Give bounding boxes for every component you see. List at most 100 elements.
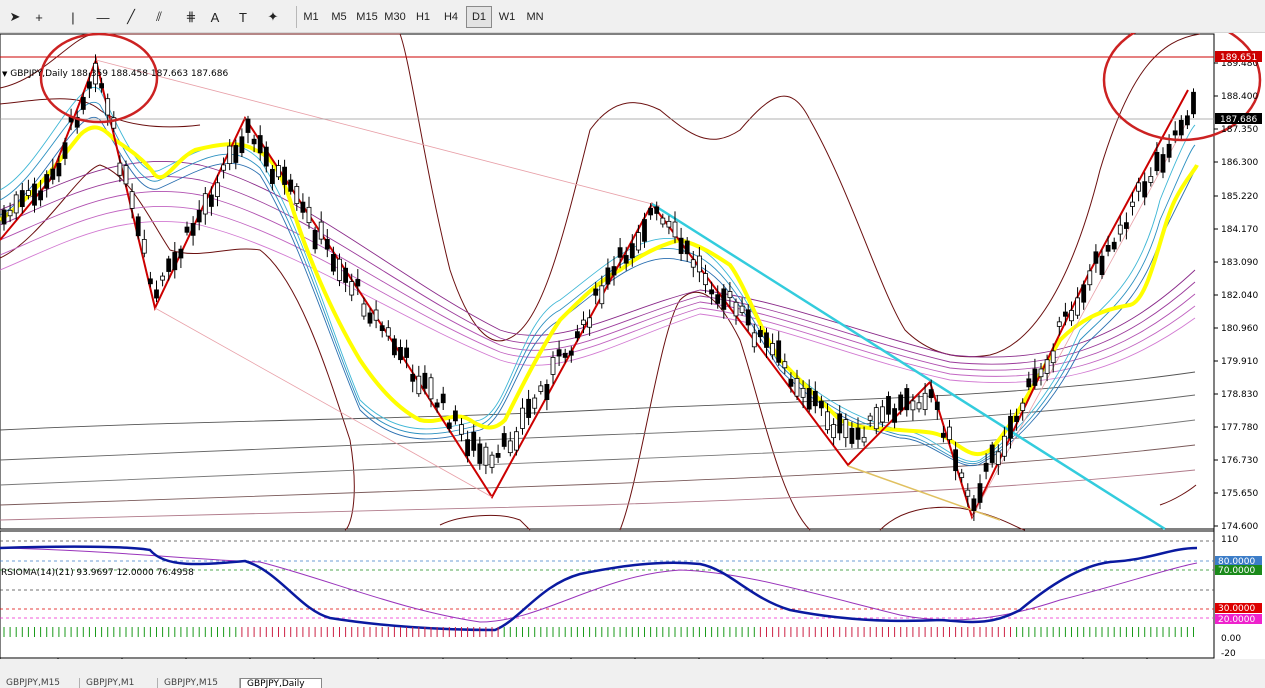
candle (1044, 354, 1050, 382)
candle (300, 193, 306, 220)
candle (379, 321, 385, 338)
candle (971, 495, 977, 521)
candle (93, 54, 98, 93)
trendline (651, 202, 1166, 531)
timeframe-mn[interactable]: MN (526, 11, 544, 23)
candle (843, 413, 849, 448)
symbol-label-text: GBPJPY,Daily 188.359 188.458 187.663 187… (10, 69, 229, 79)
candle (263, 141, 269, 173)
fast-ma-ribbon (0, 87, 1196, 467)
trendline-tool[interactable]: ╱ (127, 9, 135, 24)
candle (995, 444, 1001, 475)
osc-tick-label: 110 (1221, 535, 1238, 545)
candle (459, 417, 464, 442)
osc-level-marker (1215, 565, 1262, 575)
candle (87, 72, 92, 99)
fib-line-tan (847, 465, 1001, 521)
candle (251, 134, 257, 153)
current-price-text: 187.686 (1220, 115, 1257, 125)
crosshair-tool[interactable]: + (35, 9, 43, 25)
candle (318, 211, 324, 245)
horizontal-line-tool[interactable]: — (96, 9, 110, 25)
chart-tabs: GBPJPY,M15 GBPJPY,M1 GBPJPY,M15 GBPJPY,Dail… (0, 678, 1265, 688)
candle (568, 346, 574, 363)
chart-tab[interactable]: GBPJPY,M1 (80, 678, 158, 688)
candle (422, 365, 428, 395)
chart-tab[interactable]: GBPJPY,Daily (240, 678, 322, 688)
text-tool[interactable]: A (210, 9, 220, 25)
candle (873, 403, 879, 435)
candle (611, 256, 617, 286)
candle (324, 229, 330, 258)
candle (770, 333, 775, 360)
candle (349, 273, 355, 302)
candle (1020, 398, 1026, 421)
toolbar: ➤ + | — ╱ ⫽ ⋕ A T ✦ M1 M5 M15 M30 H1 H4 D1 W1 MN (0, 0, 1265, 33)
candle (751, 323, 757, 353)
ma-ribbon (0, 161, 1196, 521)
candle (343, 262, 349, 293)
candle (80, 92, 86, 115)
timeframe-h1[interactable]: H1 (415, 11, 431, 23)
highlight-circle-right (1102, 33, 1262, 142)
candle (1014, 408, 1019, 431)
price-chart[interactable]: 189.480 188.400 187.350 186.300 185.220 184.1… (0, 33, 1265, 659)
vertical-line-tool[interactable]: | (71, 9, 75, 25)
candle (410, 364, 416, 393)
osc-level-text: 30.0000 (1218, 604, 1255, 614)
candle (849, 421, 855, 448)
candle (922, 382, 928, 416)
candle (507, 431, 513, 457)
chart-tab[interactable]: GBPJPY,M15 (158, 678, 240, 688)
timeframe-w1[interactable]: W1 (498, 11, 516, 23)
candle (514, 426, 519, 456)
collapse-triangle-icon: ▼ (2, 70, 8, 78)
candle (1105, 235, 1111, 257)
price-tick-label: 176.730 (1221, 456, 1258, 466)
candle (709, 281, 714, 305)
candle (953, 441, 958, 481)
candle (276, 159, 281, 181)
price-tick-label: 186.300 (1221, 158, 1258, 168)
cursor-tool[interactable]: ➤ (9, 9, 21, 24)
candle (355, 269, 361, 296)
channel-tool[interactable]: ⫽ (156, 9, 162, 24)
candle (221, 157, 227, 179)
candle (1142, 172, 1148, 206)
candle (62, 137, 68, 166)
candle (703, 264, 708, 294)
timeframe-m5[interactable]: M5 (331, 11, 347, 23)
candle (819, 395, 824, 417)
candle (446, 419, 452, 433)
rsi-line (0, 545, 1198, 632)
candle (282, 159, 288, 195)
oscillator-label: RSIOMA(14)(21) 93.9697 12.0000 76.4958 (1, 568, 194, 578)
timeframe-m30[interactable]: M30 (384, 11, 406, 23)
candle (550, 351, 556, 385)
candle (526, 389, 531, 426)
timeframe-h4[interactable]: H4 (443, 11, 459, 23)
candle (38, 179, 43, 207)
candle (1124, 212, 1129, 240)
candle (812, 381, 818, 414)
price-tick-label: 180.960 (1221, 324, 1258, 334)
price-tick-label: 189.480 (1221, 59, 1258, 69)
candle (544, 379, 550, 411)
timeframe-m1[interactable]: M1 (303, 11, 319, 23)
candle (245, 115, 251, 144)
chart-tab[interactable]: GBPJPY,M15 (0, 678, 80, 688)
candle (556, 340, 562, 367)
timeframe-m15[interactable]: M15 (356, 11, 378, 23)
candle (1056, 316, 1062, 336)
candlesticks (1, 54, 1196, 521)
candle (117, 155, 123, 183)
price-tick-label: 175.650 (1221, 489, 1258, 499)
price-tick-label: 184.170 (1221, 225, 1258, 235)
candle (825, 403, 830, 434)
fibonacci-tool[interactable]: ⋕ (185, 9, 197, 24)
chart-window[interactable]: 189.480 188.400 187.350 186.300 185.220 184.1… (0, 33, 1265, 659)
text-label-tool[interactable]: T (239, 9, 247, 25)
arrow-shapes-tool[interactable]: ✦ (267, 9, 279, 24)
timeframe-d1[interactable]: D1 (466, 6, 492, 28)
osc-level-text: 70.0000 (1218, 566, 1255, 576)
